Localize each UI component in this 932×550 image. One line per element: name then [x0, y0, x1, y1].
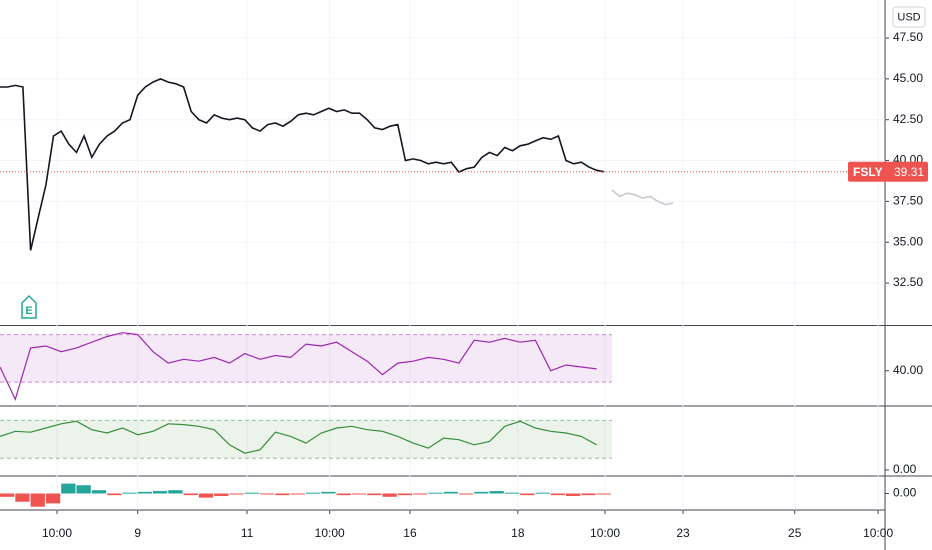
- last-price-label: 39.31: [894, 165, 924, 179]
- currency-label[interactable]: USD: [897, 11, 920, 23]
- earnings-label: E: [25, 305, 32, 317]
- histogram-bar: [351, 493, 367, 495]
- histogram-bar: [275, 493, 290, 496]
- x-tick-label: 10:00: [315, 526, 345, 540]
- histogram-bar: [413, 493, 428, 495]
- x-tick-label: 25: [788, 526, 802, 540]
- x-tick-label: 16: [403, 526, 417, 540]
- histogram-bar: [458, 493, 474, 495]
- x-tick-label: 10:00: [863, 526, 893, 540]
- histogram-bar: [336, 493, 351, 496]
- histogram-bar: [428, 492, 443, 494]
- histogram-bar: [504, 492, 520, 494]
- y-tick-label: 40.00: [893, 363, 923, 377]
- histogram-bar: [566, 493, 581, 496]
- earnings-marker: [21, 294, 37, 319]
- y-tick-label: 37.50: [893, 194, 923, 208]
- x-tick-label: 10:00: [42, 526, 72, 540]
- band-fill: [0, 334, 612, 383]
- histogram-bar: [30, 493, 45, 507]
- histogram-bar: [382, 493, 397, 497]
- price-line: [0, 78, 605, 251]
- indicator-line: [0, 420, 597, 454]
- currency-box[interactable]: [892, 6, 926, 28]
- histogram-bar: [76, 485, 91, 494]
- histogram-bar: [0, 493, 15, 497]
- histogram-bar: [107, 493, 122, 496]
- y-tick-label: 32.50: [893, 275, 923, 289]
- histogram-bar: [367, 493, 382, 496]
- x-tick-label: 23: [676, 526, 690, 540]
- y-tick-label: 42.50: [893, 112, 923, 126]
- price-badge: [848, 161, 928, 182]
- histogram-bar: [474, 491, 489, 494]
- x-tick-label: 10:00: [590, 526, 620, 540]
- histogram-bar: [596, 493, 611, 495]
- histogram-bar: [443, 491, 458, 494]
- histogram-bar: [45, 493, 61, 504]
- histogram-bar: [229, 493, 244, 495]
- histogram-bar: [214, 493, 229, 496]
- histogram-bar: [305, 492, 321, 494]
- histogram-bar: [290, 493, 305, 495]
- histogram-bar: [260, 493, 275, 495]
- histogram-bar: [520, 493, 535, 496]
- x-tick-label: 18: [511, 526, 525, 540]
- histogram-bar: [152, 491, 168, 494]
- x-tick-label: 9: [134, 526, 141, 540]
- histogram-bar: [91, 490, 107, 494]
- x-tick-label: 11: [241, 526, 254, 540]
- histogram-bar: [183, 493, 198, 496]
- histogram-bar: [168, 490, 183, 494]
- histogram-bar: [61, 483, 76, 494]
- y-tick-label: 45.00: [893, 71, 923, 85]
- price-line: [611, 189, 674, 206]
- band-fill: [0, 420, 612, 459]
- histogram-bar: [244, 492, 260, 494]
- y-tick-label: 0.00: [893, 462, 917, 476]
- histogram-bar: [535, 492, 550, 494]
- histogram-bar: [122, 492, 137, 494]
- symbol-label: FSLY: [853, 165, 883, 179]
- y-tick-label: 47.50: [893, 30, 923, 44]
- histogram-bar: [198, 493, 214, 498]
- histogram-bar: [15, 493, 30, 502]
- histogram-bar: [581, 493, 596, 496]
- histogram-bar: [137, 491, 152, 494]
- y-tick-label: 0.00: [893, 486, 917, 500]
- histogram-bar: [397, 493, 413, 496]
- histogram-bar: [321, 491, 336, 494]
- histogram-bar: [550, 493, 566, 496]
- histogram-bar: [489, 491, 504, 494]
- indicator-line: [0, 332, 597, 401]
- y-tick-label: 35.00: [893, 234, 923, 248]
